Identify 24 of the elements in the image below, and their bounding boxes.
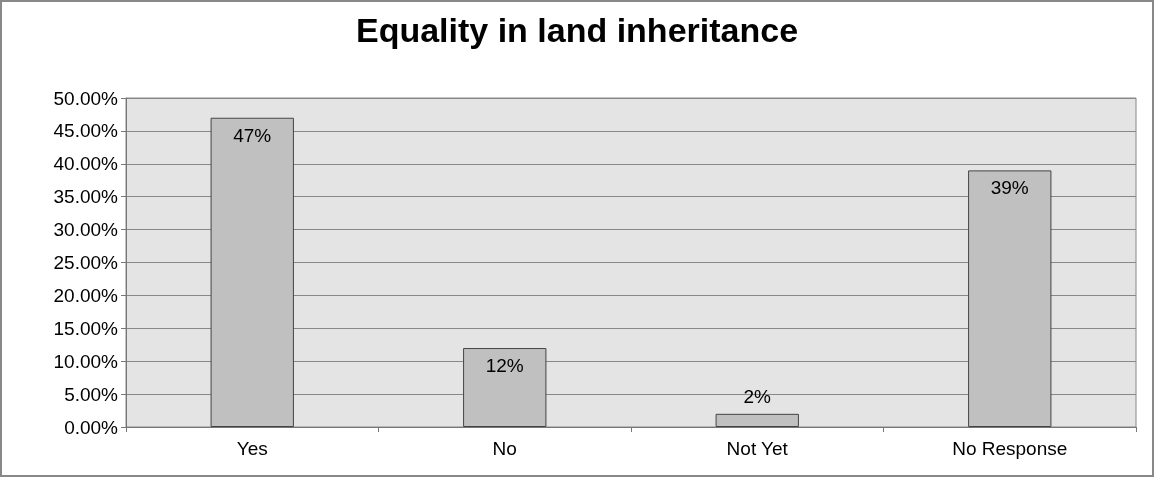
y-tick-label: 50.00%	[53, 87, 119, 109]
bar	[715, 413, 799, 427]
y-tick-label: 25.00%	[53, 252, 119, 273]
x-tick-label: No Response	[952, 438, 1068, 459]
y-tick-label: 35.00%	[53, 186, 119, 208]
y-tick-label: 20.00%	[53, 284, 119, 306]
data-label: 12%	[485, 355, 524, 377]
bar	[210, 117, 294, 427]
y-tick-label: 30.00%	[53, 219, 119, 241]
y-tick-label: 0.00%	[64, 416, 119, 438]
y-tick-label: 40.00%	[53, 153, 119, 175]
chart-title: Equality in land inheritance	[355, 11, 799, 49]
y-tick-label: 45.00%	[53, 120, 119, 142]
y-tick-label: 5.00%	[64, 383, 119, 405]
data-label: 39%	[990, 177, 1029, 199]
y-tick-label: 10.00%	[53, 350, 119, 372]
data-label: 2%	[743, 385, 772, 407]
x-tick-label: Not Yet	[726, 438, 789, 459]
y-tick-label: 15.00%	[53, 317, 119, 339]
data-label: 47%	[233, 124, 272, 146]
x-tick-label: No	[492, 438, 517, 459]
bar	[968, 170, 1052, 427]
x-tick-label: Yes	[236, 438, 268, 459]
bar	[463, 348, 547, 427]
